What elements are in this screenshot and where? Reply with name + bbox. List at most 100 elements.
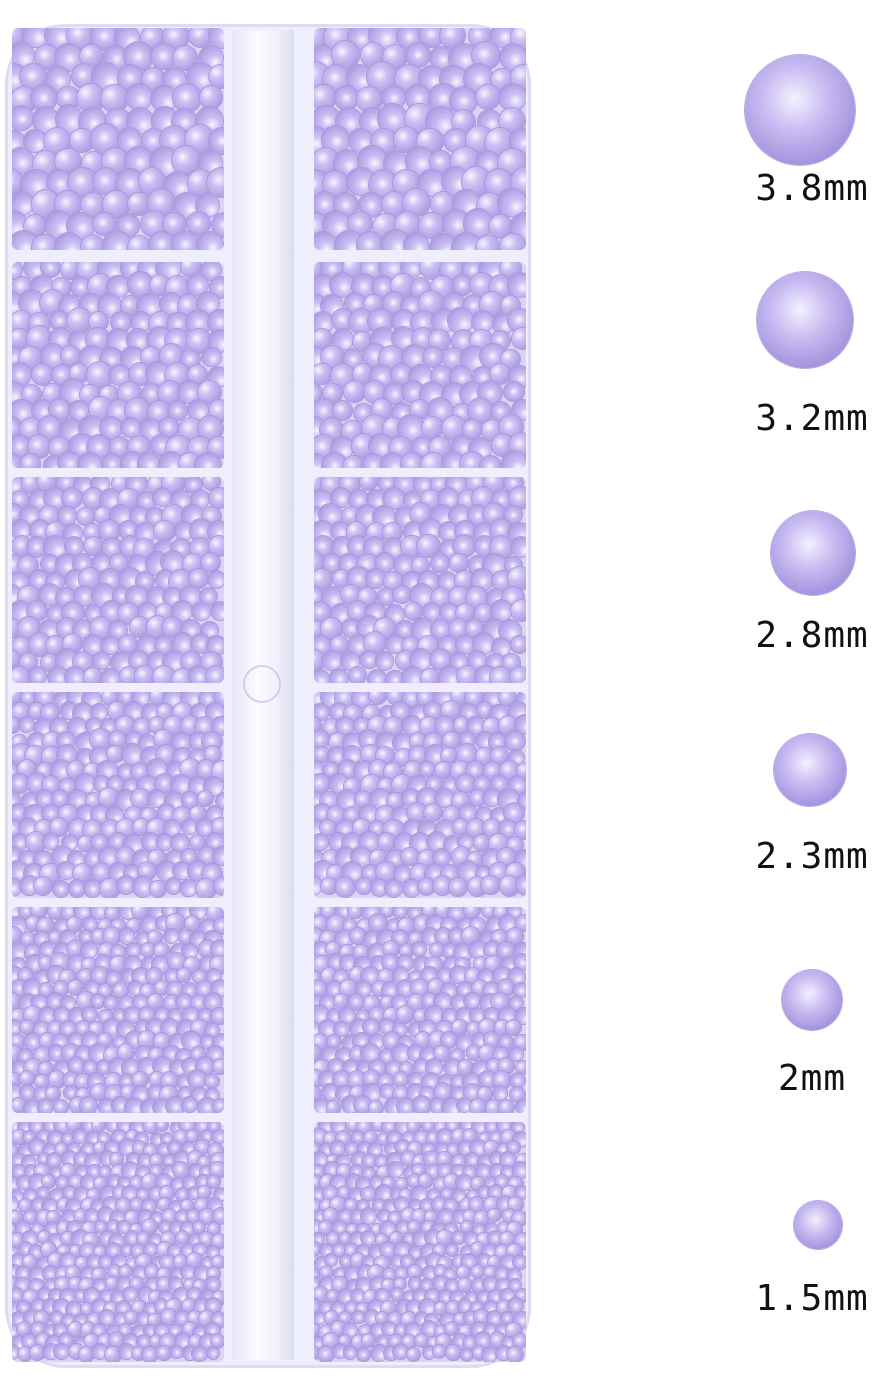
rhinestone	[171, 230, 200, 250]
rhinestone	[190, 490, 210, 509]
rhinestone	[140, 418, 162, 440]
rhinestone	[389, 436, 412, 459]
rhinestone	[430, 553, 450, 573]
size-sample-rhinestone	[774, 734, 846, 806]
rhinestone	[23, 129, 47, 153]
rhinestone	[212, 1255, 224, 1268]
rhinestone	[167, 401, 187, 421]
rhinestone	[410, 400, 430, 420]
rhinestone	[19, 1199, 32, 1213]
rhinestone	[66, 916, 82, 932]
rhinestone	[325, 1254, 338, 1267]
rhinestone	[19, 1071, 35, 1086]
rhinestone	[120, 417, 140, 438]
rhinestone	[391, 273, 415, 298]
rhinestone	[214, 876, 224, 896]
rhinestone	[429, 233, 456, 250]
rhinestone	[150, 85, 177, 112]
rhinestone	[331, 308, 355, 332]
rhinestone	[208, 400, 224, 422]
compartment	[12, 907, 224, 1113]
rhinestone	[403, 233, 429, 250]
rhinestone	[80, 192, 105, 217]
rhinestone	[80, 941, 98, 959]
rhinestone	[428, 398, 452, 422]
rhinestone	[87, 362, 113, 388]
rhinestone	[187, 329, 212, 354]
rhinestone	[314, 383, 322, 404]
rhinestone	[118, 928, 135, 944]
rhinestone	[381, 86, 405, 109]
rhinestone	[176, 968, 192, 983]
rhinestone	[464, 907, 480, 918]
rhinestone	[154, 520, 175, 542]
rhinestone	[397, 28, 421, 48]
rhinestone	[174, 521, 193, 540]
rhinestone	[321, 1084, 338, 1101]
rhinestone	[401, 453, 423, 468]
rhinestone	[90, 28, 118, 50]
rhinestone	[314, 275, 335, 299]
rhinestone	[149, 231, 175, 250]
rhinestone	[202, 477, 220, 491]
rhinestone	[334, 994, 349, 1009]
rhinestone	[68, 401, 88, 421]
rhinestone	[187, 399, 209, 421]
rhinestone	[206, 1174, 220, 1188]
rhinestone	[69, 364, 89, 384]
rhinestone	[102, 453, 122, 468]
rhinestone	[476, 85, 501, 110]
compartment	[314, 692, 526, 898]
rhinestone	[126, 942, 141, 957]
rhinestone	[387, 1162, 403, 1178]
rhinestone	[411, 328, 434, 351]
rhinestone	[127, 328, 149, 351]
rhinestone	[131, 312, 152, 333]
rhinestone	[158, 1220, 171, 1233]
rhinestone	[504, 730, 525, 752]
rhinestone	[402, 667, 424, 683]
rhinestone	[390, 364, 413, 386]
rhinestone	[109, 364, 130, 385]
compartment	[314, 1122, 526, 1362]
rhinestone	[390, 1288, 404, 1301]
rhinestone	[334, 1021, 349, 1037]
rhinestone	[326, 1101, 341, 1113]
compartment	[314, 28, 526, 250]
rhinestone	[12, 477, 24, 496]
rhinestone	[180, 879, 197, 896]
rhinestone	[446, 1345, 461, 1360]
rhinestone	[12, 584, 21, 606]
rhinestone	[452, 109, 476, 133]
rhinestone	[64, 537, 83, 556]
rhinestone	[93, 212, 116, 235]
size-label: 3.8mm	[755, 168, 869, 209]
rhinestone	[402, 715, 421, 735]
rhinestone	[31, 85, 57, 112]
rhinestone	[44, 487, 65, 509]
rhinestone	[92, 168, 120, 195]
rhinestone	[365, 569, 385, 589]
rhinestone	[491, 434, 513, 456]
rhinestone	[398, 415, 424, 441]
rhinestone	[57, 86, 80, 110]
rhinestone	[195, 453, 221, 468]
size-sample-rhinestone	[782, 970, 842, 1030]
rhinestone	[79, 45, 104, 69]
rhinestone	[197, 291, 219, 314]
rhinestone	[197, 231, 223, 250]
rhinestone	[473, 834, 490, 851]
rhinestone	[104, 995, 119, 1010]
rhinestone	[31, 363, 53, 385]
rhinestone	[189, 519, 212, 542]
rhinestone	[369, 692, 386, 705]
rhinestone	[361, 1230, 376, 1245]
rhinestone	[69, 331, 89, 351]
rhinestone	[212, 1208, 224, 1224]
rhinestone	[157, 1346, 172, 1361]
rhinestone	[84, 879, 102, 897]
rhinestone	[178, 380, 201, 403]
rhinestone	[510, 213, 526, 242]
rhinestone	[170, 490, 191, 511]
rhinestone	[421, 452, 447, 468]
